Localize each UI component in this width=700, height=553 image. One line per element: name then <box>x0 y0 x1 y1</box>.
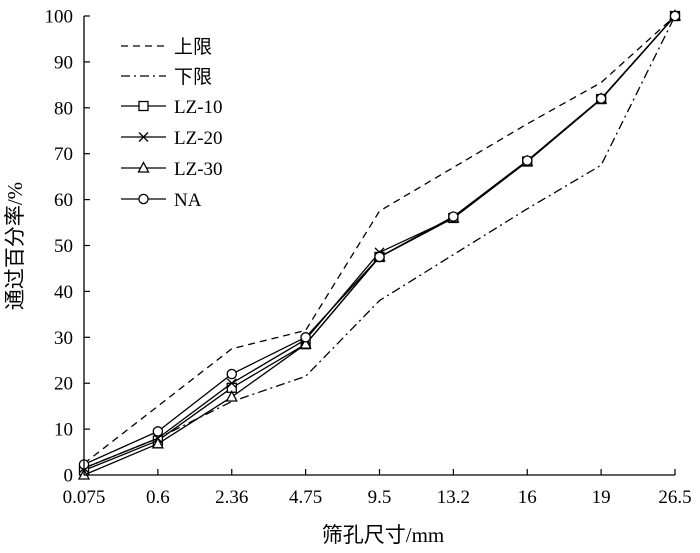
legend-marker-triangle <box>137 161 150 173</box>
y-tick-label: 30 <box>54 328 73 349</box>
legend-label: LZ-30 <box>174 159 223 180</box>
y-tick-label: 70 <box>54 144 73 165</box>
legend-marker-square <box>138 100 149 112</box>
legend-marker-circle <box>138 193 149 205</box>
x-tick-label: 13.2 <box>437 487 470 508</box>
x-tick-label: 0.6 <box>146 487 170 508</box>
plot-area <box>77 9 682 480</box>
data-point-circle <box>300 332 311 343</box>
series-line <box>83 15 676 469</box>
legend-item: 上限 <box>121 36 212 58</box>
series-line <box>83 15 676 469</box>
legend-item: 下限 <box>121 66 212 88</box>
data-point-triangle <box>151 436 164 449</box>
x-tick-label: 4.75 <box>289 487 322 508</box>
data-point-x <box>226 378 237 389</box>
legend-label: LZ-10 <box>174 97 223 118</box>
series-lz-30 <box>77 9 682 480</box>
legend-item: LZ-20 <box>121 128 223 149</box>
series-na <box>78 10 681 470</box>
data-point-circle <box>152 426 164 437</box>
x-tick-label: 9.5 <box>368 487 392 508</box>
x-tick-label: 19 <box>592 487 611 508</box>
data-point-circle <box>522 155 533 166</box>
legend-label: NA <box>174 190 202 211</box>
legend-label: 下限 <box>174 66 212 88</box>
x-axis-title: 筛孔尺寸/mm <box>322 523 445 547</box>
series-line <box>83 15 676 472</box>
series-lz-10 <box>78 10 681 476</box>
series- <box>83 15 676 469</box>
series-line <box>83 15 676 476</box>
data-point-circle <box>448 211 459 222</box>
data-point-circle <box>669 10 681 22</box>
data-point-circle <box>374 251 385 263</box>
y-tick-label: 40 <box>54 282 73 303</box>
y-axis-title: 通过百分率/% <box>3 182 27 310</box>
y-tick-label: 0 <box>64 466 74 487</box>
y-tick-label: 60 <box>54 190 73 211</box>
x-tick-label: 0.075 <box>63 487 106 508</box>
data-point-circle <box>226 368 237 380</box>
data-point-circle <box>595 93 607 104</box>
legend-item: LZ-10 <box>121 97 223 118</box>
legend-item: NA <box>121 190 202 211</box>
series-line <box>83 15 676 465</box>
axes: 0 10 20 30 40 50 60 70 80 90 100 0.075 0.6 2.36 4.75 9.… <box>45 7 692 509</box>
legend-label: 上限 <box>174 36 212 58</box>
data-point-triangle <box>225 390 238 402</box>
series-lz-20 <box>79 11 680 474</box>
y-tick-label: 20 <box>54 374 73 395</box>
y-tick-label: 100 <box>45 7 74 28</box>
y-tick-label: 90 <box>54 52 73 73</box>
data-point-triangle <box>299 337 312 349</box>
y-tick-label: 50 <box>54 236 73 257</box>
series-line <box>83 15 676 466</box>
y-tick-label: 10 <box>54 420 73 441</box>
legend-label: LZ-20 <box>174 128 223 149</box>
x-tick-label: 26.5 <box>658 487 691 508</box>
series- <box>83 15 676 465</box>
y-tick-label: 80 <box>54 98 73 119</box>
legend-marker-x <box>138 132 149 142</box>
legend-item: LZ-30 <box>121 159 223 180</box>
x-tick-label: 16 <box>518 487 537 508</box>
x-tick-label: 2.36 <box>215 487 248 508</box>
